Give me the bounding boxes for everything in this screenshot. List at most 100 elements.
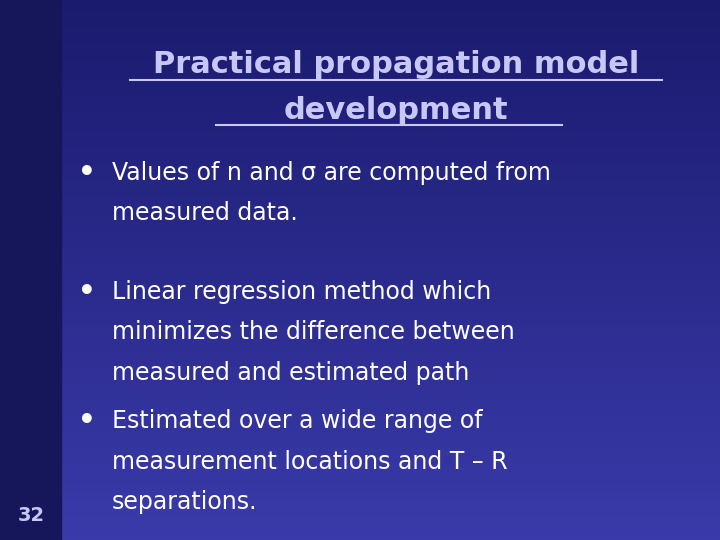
- Bar: [0, 535, 720, 540]
- Bar: [0, 216, 720, 221]
- Bar: [0, 367, 720, 373]
- Text: measurement locations and T – R: measurement locations and T – R: [112, 450, 507, 474]
- Text: Values of n and σ are computed from: Values of n and σ are computed from: [112, 161, 551, 185]
- Bar: [0, 340, 720, 346]
- Bar: [0, 92, 720, 97]
- Bar: [0, 470, 720, 475]
- Bar: [0, 221, 720, 227]
- Bar: [0, 86, 720, 92]
- Bar: [0, 184, 720, 189]
- Bar: [0, 130, 720, 135]
- Bar: [0, 389, 720, 394]
- Bar: [0, 27, 720, 32]
- Bar: [0, 400, 720, 405]
- Text: •: •: [78, 278, 95, 306]
- Bar: [0, 421, 720, 427]
- Bar: [0, 324, 720, 329]
- Text: •: •: [78, 159, 95, 187]
- Bar: [0, 16, 720, 22]
- Bar: [0, 524, 720, 529]
- Bar: [0, 38, 720, 43]
- Text: Linear regression method which: Linear regression method which: [112, 280, 491, 303]
- Bar: [0, 437, 720, 443]
- Bar: [0, 292, 720, 297]
- Bar: [0, 356, 720, 362]
- Bar: [0, 481, 720, 486]
- Bar: [0, 416, 720, 421]
- Bar: [0, 518, 720, 524]
- Bar: [0, 513, 720, 518]
- Bar: [0, 346, 720, 351]
- Bar: [0, 508, 720, 513]
- Bar: [0, 383, 720, 389]
- Bar: [0, 475, 720, 481]
- Bar: [0, 335, 720, 340]
- Bar: [0, 227, 720, 232]
- Bar: [0, 329, 720, 335]
- Bar: [0, 254, 720, 259]
- Bar: [0, 65, 720, 70]
- Bar: [0, 351, 720, 356]
- Bar: [0, 502, 720, 508]
- Bar: [0, 297, 720, 302]
- Bar: [0, 189, 720, 194]
- Bar: [0, 319, 720, 324]
- Bar: [0, 70, 720, 76]
- Bar: [0, 281, 720, 286]
- Bar: [0, 22, 720, 27]
- Text: measured and estimated path: measured and estimated path: [112, 361, 469, 384]
- Bar: [0, 491, 720, 497]
- Bar: [0, 265, 720, 270]
- Bar: [0, 194, 720, 200]
- Bar: [0, 162, 720, 167]
- Bar: [0, 103, 720, 108]
- Bar: [0, 486, 720, 491]
- Bar: [0, 259, 720, 265]
- Bar: [0, 113, 720, 119]
- Bar: [0, 232, 720, 238]
- Bar: [0, 49, 720, 54]
- Bar: [0, 11, 720, 16]
- Bar: [0, 275, 720, 281]
- Bar: [0, 205, 720, 211]
- Bar: [0, 124, 720, 130]
- Text: separations.: separations.: [112, 490, 257, 514]
- Bar: [0, 173, 720, 178]
- Bar: [0, 270, 720, 275]
- Bar: [0, 286, 720, 292]
- Bar: [0, 178, 720, 184]
- Bar: [0, 32, 720, 38]
- Text: measured data.: measured data.: [112, 201, 297, 225]
- Bar: [0, 0, 720, 5]
- Bar: [0, 308, 720, 313]
- Bar: [0, 108, 720, 113]
- Bar: [0, 427, 720, 432]
- Bar: [0, 497, 720, 502]
- Bar: [0, 432, 720, 437]
- Text: Practical propagation model: Practical propagation model: [153, 50, 639, 79]
- Bar: [0, 454, 720, 459]
- Bar: [0, 0, 61, 540]
- Bar: [0, 378, 720, 383]
- Bar: [0, 443, 720, 448]
- Bar: [0, 373, 720, 378]
- Bar: [0, 81, 720, 86]
- Bar: [0, 211, 720, 216]
- Bar: [0, 5, 720, 11]
- Bar: [0, 200, 720, 205]
- Bar: [0, 119, 720, 124]
- Bar: [0, 135, 720, 140]
- Bar: [0, 59, 720, 65]
- Bar: [0, 362, 720, 367]
- Bar: [0, 394, 720, 400]
- Text: •: •: [78, 407, 95, 435]
- Bar: [0, 448, 720, 454]
- Text: Estimated over a wide range of: Estimated over a wide range of: [112, 409, 482, 433]
- Bar: [0, 157, 720, 162]
- Bar: [0, 313, 720, 319]
- Text: 32: 32: [17, 506, 45, 525]
- Bar: [0, 248, 720, 254]
- Bar: [0, 459, 720, 464]
- Text: minimizes the difference between: minimizes the difference between: [112, 320, 514, 344]
- Bar: [0, 405, 720, 410]
